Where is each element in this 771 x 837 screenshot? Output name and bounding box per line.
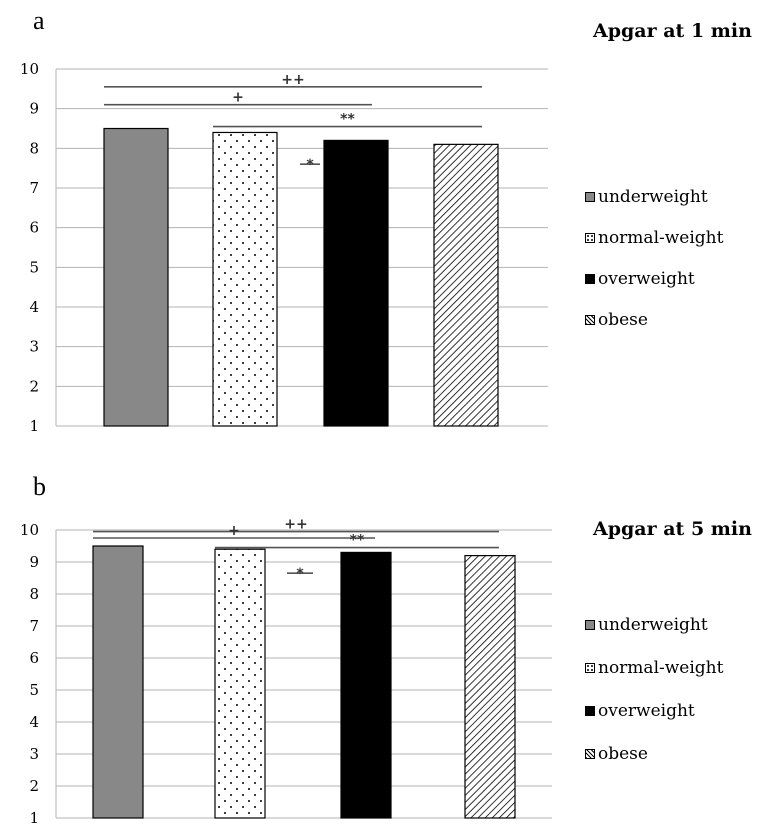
bar-obese bbox=[464, 554, 516, 819]
bar-obese bbox=[433, 143, 499, 427]
legend-label: normal-weight bbox=[598, 657, 724, 678]
legend-item-obese: obese bbox=[585, 732, 723, 775]
panel-label: b bbox=[33, 472, 46, 501]
legend-swatch bbox=[585, 748, 595, 759]
legend-swatch bbox=[585, 273, 595, 284]
chart-panel-b: b Apgar at 5 min 1 2 3 4 5 6 7 8 9 10 ++ + ** * under… bbox=[0, 468, 771, 837]
legend-item-underweight: underweight bbox=[585, 176, 723, 217]
chart-title: Apgar at 1 min bbox=[593, 20, 752, 42]
legend-swatch bbox=[585, 191, 595, 202]
bar-underweight bbox=[103, 127, 169, 427]
legend-item-overweight: overweight bbox=[585, 258, 723, 299]
legend: underweight normal-weight overweight obese bbox=[585, 176, 723, 340]
legend-swatch bbox=[585, 314, 595, 325]
bar-overweight bbox=[340, 551, 392, 819]
y-tick-label: 5 bbox=[29, 258, 39, 276]
y-tick-label: 1 bbox=[29, 417, 39, 435]
y-tick-label: 4 bbox=[29, 713, 39, 731]
legend-item-normal-weight: normal-weight bbox=[585, 217, 723, 258]
significance-marker: + bbox=[228, 523, 240, 539]
significance-marker: + bbox=[232, 90, 244, 106]
legend-item-underweight: underweight bbox=[585, 603, 723, 646]
legend-item-normal-weight: normal-weight bbox=[585, 646, 723, 689]
bar-overweight bbox=[323, 139, 389, 427]
legend-label: obese bbox=[598, 309, 648, 330]
chart-title: Apgar at 5 min bbox=[593, 518, 752, 540]
y-tick-label: 10 bbox=[20, 521, 39, 539]
y-tick-label: 3 bbox=[29, 745, 39, 763]
y-tick-label: 5 bbox=[29, 681, 39, 699]
legend-item-overweight: overweight bbox=[585, 689, 723, 732]
y-tick-label: 2 bbox=[29, 377, 39, 395]
legend-label: underweight bbox=[598, 614, 708, 635]
y-tick-label: 9 bbox=[29, 553, 39, 571]
y-tick-label: 6 bbox=[29, 649, 39, 667]
y-tick-label: 7 bbox=[29, 179, 39, 197]
legend-label: obese bbox=[598, 743, 648, 764]
panel-label: a bbox=[33, 6, 45, 35]
y-tick-label: 8 bbox=[29, 139, 39, 157]
bar-normal-weight bbox=[212, 131, 278, 427]
significance-marker: ** bbox=[340, 112, 355, 128]
legend-swatch bbox=[585, 662, 595, 673]
legend: underweight normal-weight overweight obese bbox=[585, 603, 723, 775]
y-tick-label: 2 bbox=[29, 777, 39, 795]
y-tick-label: 10 bbox=[20, 60, 39, 78]
y-tick-label: 8 bbox=[29, 585, 39, 603]
y-tick-label: 4 bbox=[29, 298, 39, 316]
legend-label: overweight bbox=[598, 700, 695, 721]
legend-label: overweight bbox=[598, 268, 695, 289]
y-tick-label: 9 bbox=[29, 100, 39, 118]
legend-label: underweight bbox=[598, 186, 708, 207]
significance-marker: ++ bbox=[284, 517, 307, 533]
significance-marker: * bbox=[306, 157, 314, 173]
y-tick-label: 6 bbox=[29, 219, 39, 237]
chart-panel-a: a Apgar at 1 min 1 2 3 4 5 6 7 8 9 10 ++ + ** * under… bbox=[20, 6, 752, 435]
bar-normal-weight bbox=[214, 548, 266, 819]
legend-swatch bbox=[585, 232, 595, 243]
legend-swatch bbox=[585, 705, 595, 716]
legend-swatch bbox=[585, 619, 595, 630]
legend-item-obese: obese bbox=[585, 299, 723, 340]
significance-marker: * bbox=[296, 566, 304, 582]
bar-underweight bbox=[92, 545, 144, 819]
y-tick-label: 3 bbox=[29, 338, 39, 356]
y-tick-label: 1 bbox=[29, 809, 39, 827]
y-tick-label: 7 bbox=[29, 617, 39, 635]
significance-marker: ++ bbox=[281, 72, 304, 88]
significance-marker: ** bbox=[350, 533, 365, 549]
legend-label: normal-weight bbox=[598, 227, 724, 248]
